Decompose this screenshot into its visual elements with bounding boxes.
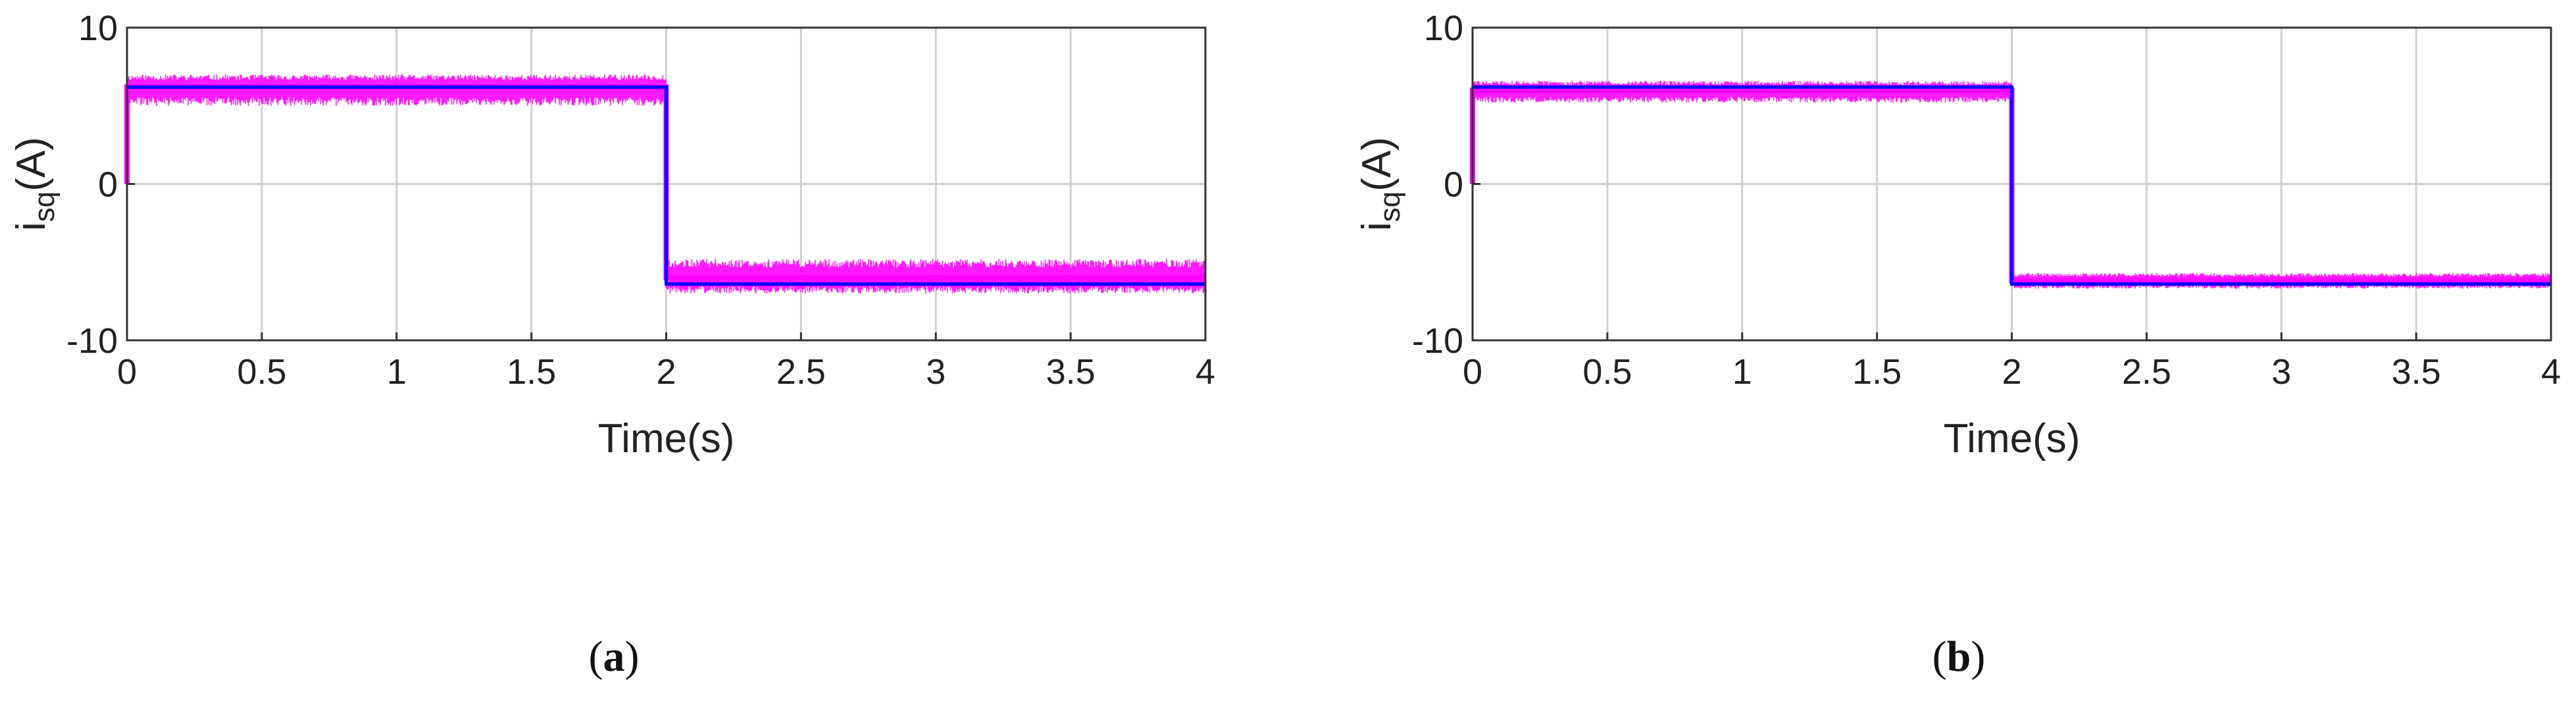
x-tick-label: 1.5 xyxy=(1852,352,1902,392)
y-tick-label: 10 xyxy=(1424,9,1463,48)
series-reference xyxy=(127,85,1205,286)
y-tick-label: 0 xyxy=(98,165,118,205)
x-tick-label: 3.5 xyxy=(2392,352,2441,392)
x-tick-label: 2 xyxy=(656,352,676,392)
x-tick-label: 3.5 xyxy=(1046,352,1096,392)
x-tick-label: 2.5 xyxy=(776,352,826,392)
y-axis-label-unit: (A) xyxy=(1354,137,1400,192)
series-reference xyxy=(1473,85,2551,286)
y-tick-label: -10 xyxy=(1412,321,1463,361)
y-axis-label: isq(A) xyxy=(1354,137,1406,231)
x-tick-label: 3 xyxy=(2271,352,2291,392)
x-tick-label: 0.5 xyxy=(1582,352,1632,392)
x-tick-label: 2.5 xyxy=(2122,352,2171,392)
y-tick-label: -10 xyxy=(66,321,118,361)
x-tick-label: 1 xyxy=(1732,352,1752,392)
x-axis-label: Time(s) xyxy=(598,416,735,461)
y-axis-label: isq(A) xyxy=(9,137,61,231)
x-tick-label: 0.5 xyxy=(237,352,286,392)
panel-caption-a: (a) xyxy=(588,633,640,681)
panel-caption-a-letter: a xyxy=(603,633,625,681)
y-tick-label: 0 xyxy=(1444,165,1463,205)
x-tick-label: 4 xyxy=(2541,352,2561,392)
x-tick-label: 3 xyxy=(926,352,946,392)
x-tick-label: 0 xyxy=(117,352,137,392)
x-axis-label: Time(s) xyxy=(1944,416,2081,461)
x-tick-label: 1 xyxy=(387,352,407,392)
y-axis-label-main: i xyxy=(9,222,54,231)
x-tick-label: 0 xyxy=(1463,352,1482,392)
y-axis-label-unit: (A) xyxy=(9,137,54,192)
y-axis-label-main: i xyxy=(1354,222,1400,231)
y-tick-label: 10 xyxy=(78,9,118,48)
x-tick-label: 4 xyxy=(1196,352,1215,392)
y-axis-label-subscript: sq xyxy=(1374,192,1406,222)
x-tick-label: 1.5 xyxy=(507,352,556,392)
panel-caption-b-letter: b xyxy=(1946,633,1971,681)
x-tick-label: 2 xyxy=(2002,352,2021,392)
panel-caption-b: (b) xyxy=(1932,633,1986,681)
y-axis-label-subscript: sq xyxy=(28,192,61,222)
